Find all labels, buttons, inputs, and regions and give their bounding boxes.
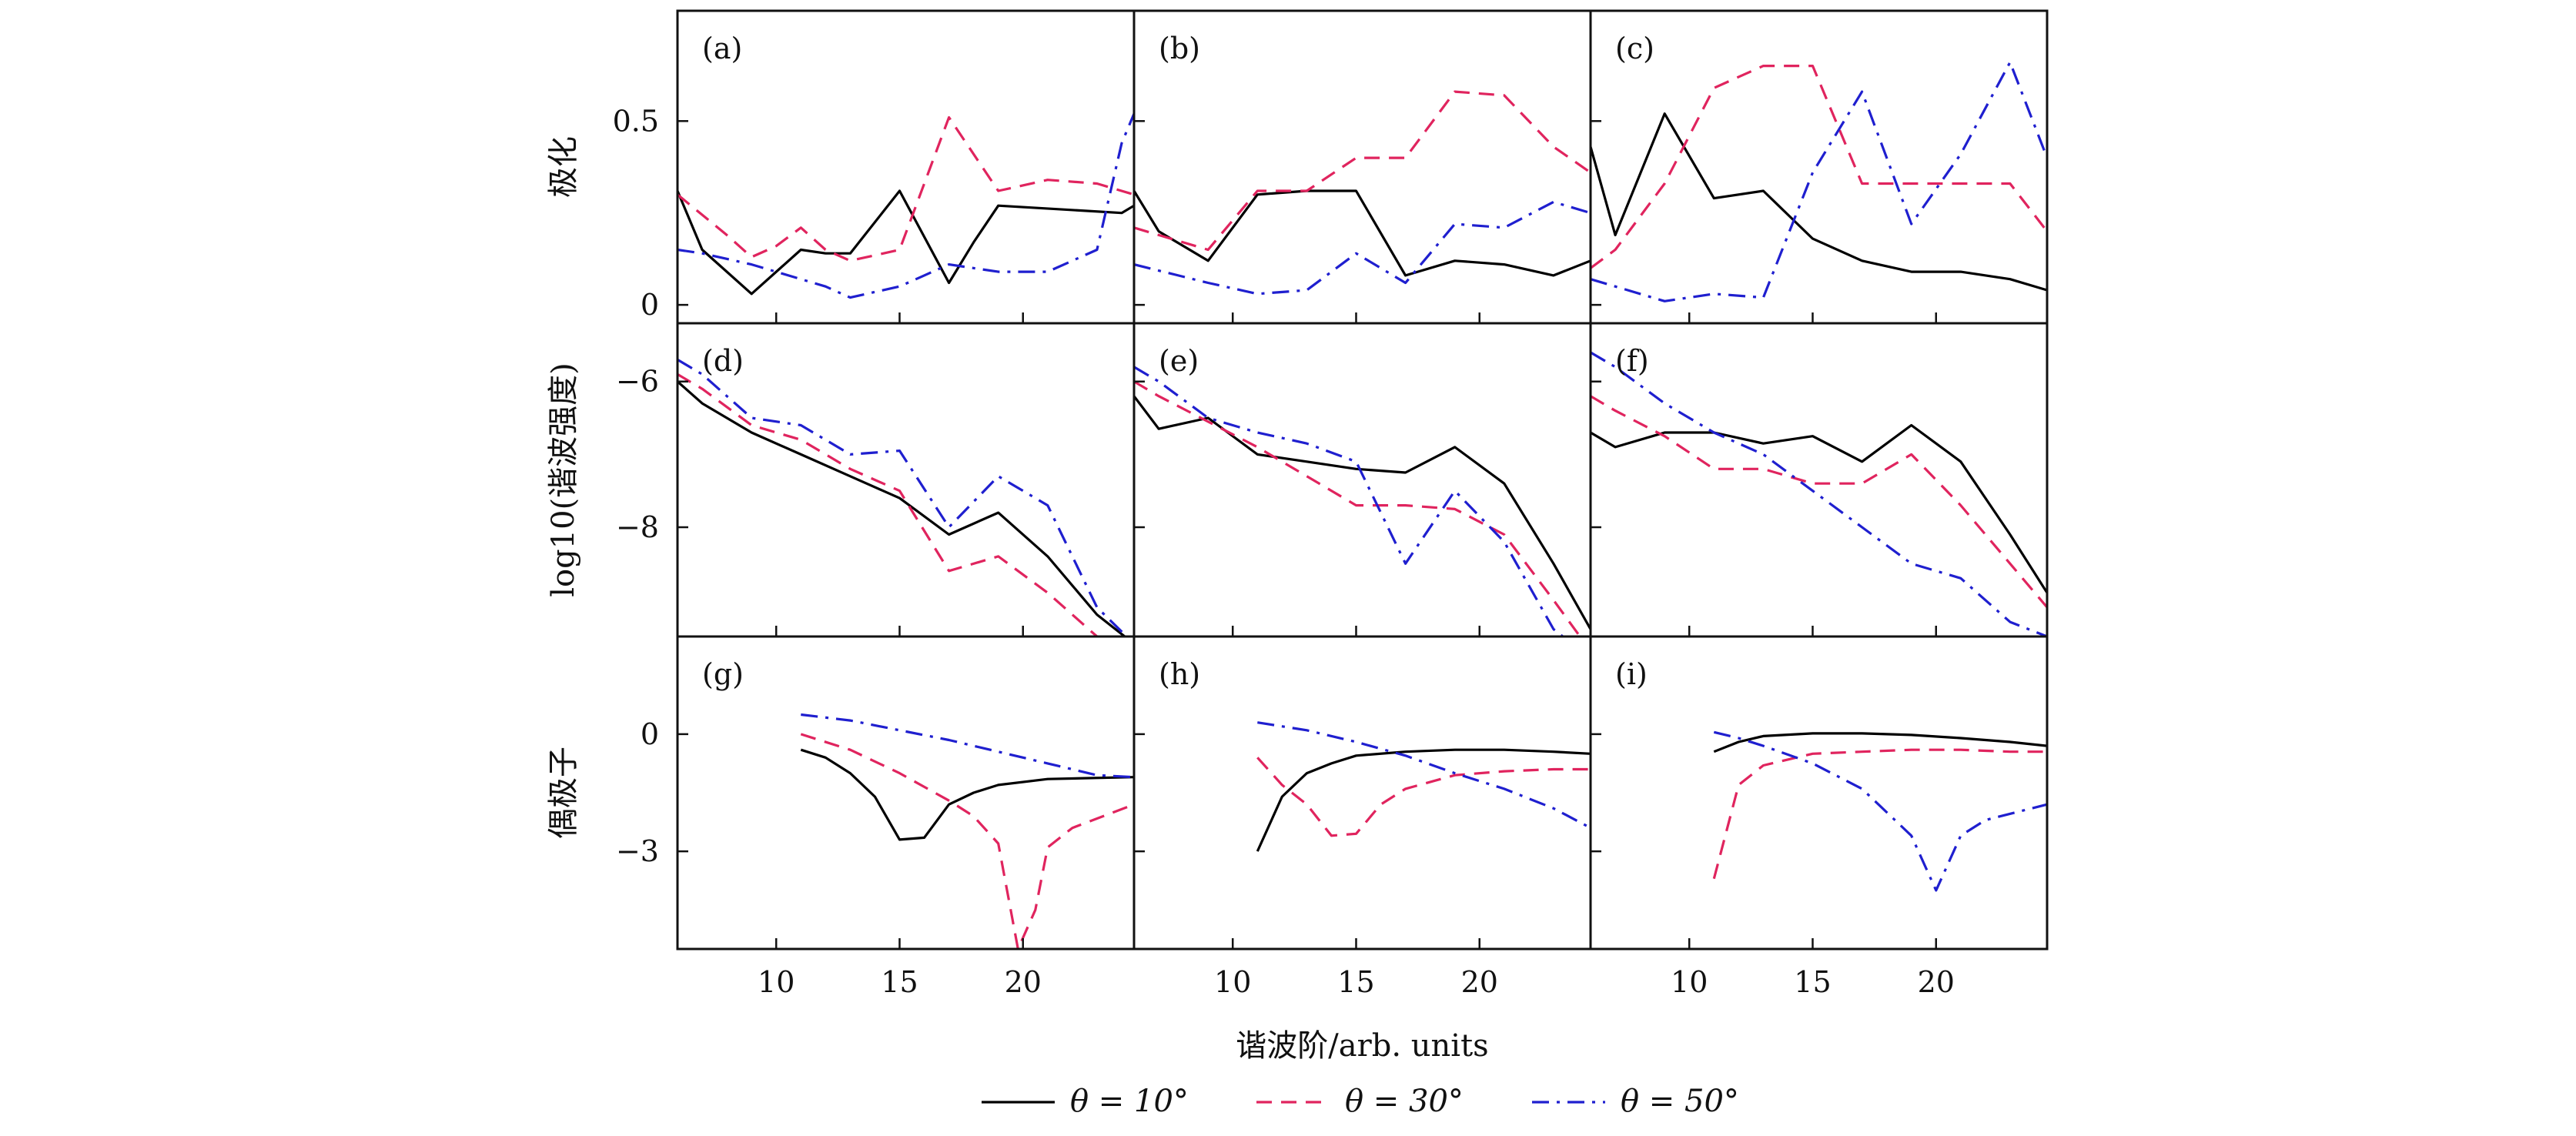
series-line-s30-d <box>677 373 1101 636</box>
x-tick-label: 15 <box>1337 965 1374 999</box>
panel-frame <box>676 322 1136 638</box>
legend-item-s30: θ = 30° <box>1256 1084 1464 1119</box>
series-line-s50-h <box>1257 721 1591 830</box>
y-tick-label: 0.5 <box>613 104 659 138</box>
panel-frame <box>1589 9 2049 325</box>
panel-f: (f) <box>1589 322 2049 638</box>
y-axis-label: log10(谐波强度) <box>546 363 581 597</box>
y-tick-label: 0 <box>641 717 659 751</box>
panel-label: (d) <box>702 344 744 378</box>
legend-item-s10: θ = 10° <box>982 1084 1189 1119</box>
y-tick-label: −3 <box>616 834 659 868</box>
x-tick-label: 20 <box>1461 965 1498 999</box>
x-axis-label: 谐波阶/arb. units <box>1236 1028 1488 1064</box>
panel-frame <box>1132 322 1592 638</box>
series-line-s10-c <box>1591 112 2047 292</box>
panel-e: (e) <box>1132 322 1592 638</box>
series-line-s30-a <box>677 115 1134 262</box>
panel-label: (e) <box>1159 344 1199 378</box>
panels-layer: (a)00.5(b) (c)(d)−6−8(e) (f)(g)0−310 15 20(h… <box>613 9 2049 999</box>
panel-label: (g) <box>702 657 744 691</box>
legend: θ = 10° θ = 30° θ = 50° <box>982 1084 1739 1119</box>
panel-h: (h) 10 15 20 <box>1132 635 1592 999</box>
legend-label: θ = 50° <box>1621 1084 1739 1119</box>
panel-d: (d) −6 −8 <box>616 322 1136 638</box>
panel-b: (b) <box>1132 9 1592 325</box>
series-line-s10-b <box>1134 189 1591 277</box>
series-line-s30-h <box>1256 757 1591 837</box>
series-line-s50-b <box>1134 200 1591 296</box>
panel-frame <box>1132 635 1592 951</box>
series-line-s50-a <box>677 113 1134 299</box>
series-line-s50-g <box>801 713 1134 779</box>
panel-a: (a) 0 0.5 <box>613 9 1136 325</box>
legend-item-s50: θ = 50° <box>1532 1084 1739 1119</box>
series-line-s10-g <box>800 748 1134 841</box>
series-line-s10-d <box>677 380 1127 636</box>
x-tick-label: 20 <box>1918 965 1955 999</box>
panel-i: (i) 10 15 20 <box>1589 635 2049 999</box>
series-line-s30-e <box>1134 380 1582 636</box>
legend-label: θ = 30° <box>1345 1084 1464 1119</box>
series-line-s10-a <box>677 189 1134 296</box>
series-line-s50-f <box>1591 351 2047 636</box>
x-tick-label: 20 <box>1005 965 1042 999</box>
y-axis-label: 极化 <box>546 136 581 198</box>
panel-label: (b) <box>1159 32 1200 65</box>
panel-frame <box>1589 635 2049 951</box>
panel-label: (f) <box>1615 344 1649 378</box>
panel-frame <box>1589 322 2049 638</box>
series-line-s30-g <box>800 733 1134 949</box>
series-line-s50-c <box>1591 61 2047 302</box>
panel-label: (h) <box>1159 657 1200 691</box>
y-tick-label: −8 <box>616 510 659 544</box>
x-tick-label: 15 <box>881 965 918 999</box>
y-tick-label: −6 <box>616 365 659 399</box>
panel-c: (c) <box>1589 9 2049 325</box>
x-tick-label: 10 <box>1671 965 1708 999</box>
panel-label: (i) <box>1615 657 1648 691</box>
panel-label: (c) <box>1615 32 1654 65</box>
y-axis-label: 偶极子 <box>546 747 581 839</box>
series-line-s10-h <box>1256 748 1591 852</box>
x-tick-label: 10 <box>758 965 795 999</box>
panel-frame <box>676 9 1136 325</box>
series-line-s10-e <box>1134 395 1591 630</box>
x-tick-label: 10 <box>1214 965 1251 999</box>
series-line-s50-i <box>1713 730 2047 892</box>
x-tick-label: 15 <box>1794 965 1831 999</box>
panel-g: (g) 0 −3 10 15 20 <box>616 635 1136 999</box>
panel-label: (a) <box>702 32 742 65</box>
series-line-s30-i <box>1712 748 2047 880</box>
series-line-s30-f <box>1591 395 2047 609</box>
series-line-s10-i <box>1713 732 2047 753</box>
y-tick-label: 0 <box>641 288 659 322</box>
series-line-s50-d <box>677 358 1129 636</box>
legend-label: θ = 10° <box>1070 1084 1189 1119</box>
series-line-s10-f <box>1591 423 2047 594</box>
panel-frame <box>1132 9 1592 325</box>
panel-frame <box>676 635 1136 951</box>
series-line-s30-c <box>1591 65 2047 269</box>
series-line-s30-b <box>1134 90 1591 252</box>
